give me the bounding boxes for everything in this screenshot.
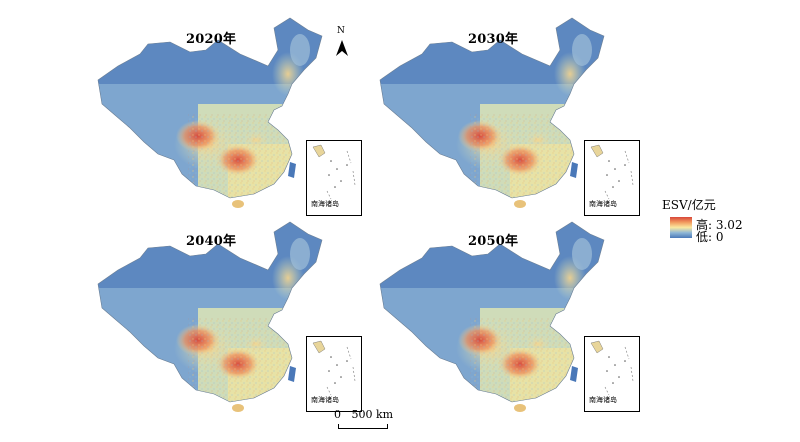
map-panel-2040: 2040年 南海诸岛	[68, 212, 362, 412]
scale-line	[338, 424, 388, 429]
legend-low-label: 低: 0	[696, 230, 724, 244]
south-china-sea-inset: 南海诸岛	[306, 336, 362, 412]
year-label: 2030年	[468, 32, 519, 47]
south-china-sea-inset: 南海诸岛	[584, 336, 640, 412]
taiwan-shape	[570, 162, 578, 178]
inset-label: 南海诸岛	[311, 200, 339, 208]
inset-label: 南海诸岛	[589, 396, 617, 404]
map-panel-2020: 2020年 南海诸岛	[68, 8, 362, 216]
legend-high-label: 高: 3.02	[696, 218, 743, 232]
scale-label: 0 500 km	[334, 408, 394, 421]
north-arrow-icon	[336, 40, 348, 56]
south-china-sea-inset: 南海诸岛	[584, 140, 640, 216]
year-label: 2040年	[186, 234, 237, 249]
china-esv-map	[97, 17, 323, 208]
inset-label: 南海诸岛	[589, 200, 617, 208]
legend-color-ramp	[670, 217, 692, 238]
taiwan-shape	[288, 162, 296, 178]
year-label: 2050年	[468, 234, 519, 249]
scale-bar: 0 500 km	[324, 408, 424, 430]
map-panel-2030: 2030年 南海诸岛	[350, 8, 640, 216]
south-china-sea-inset: 南海诸岛	[306, 140, 362, 216]
china-esv-map	[379, 221, 605, 412]
taiwan-shape	[570, 366, 578, 382]
year-label: 2020年	[186, 32, 237, 47]
china-esv-map	[379, 17, 605, 208]
taiwan-shape	[288, 366, 296, 382]
north-label: N	[337, 26, 345, 36]
legend-title: ESV/亿元	[662, 198, 716, 212]
inset-label: 南海诸岛	[311, 396, 339, 404]
map-panel-2050: 2050年 南海诸岛	[350, 212, 640, 412]
legend: ESV/亿元 高: 3.02 低: 0	[662, 196, 772, 256]
china-esv-map	[97, 221, 323, 412]
